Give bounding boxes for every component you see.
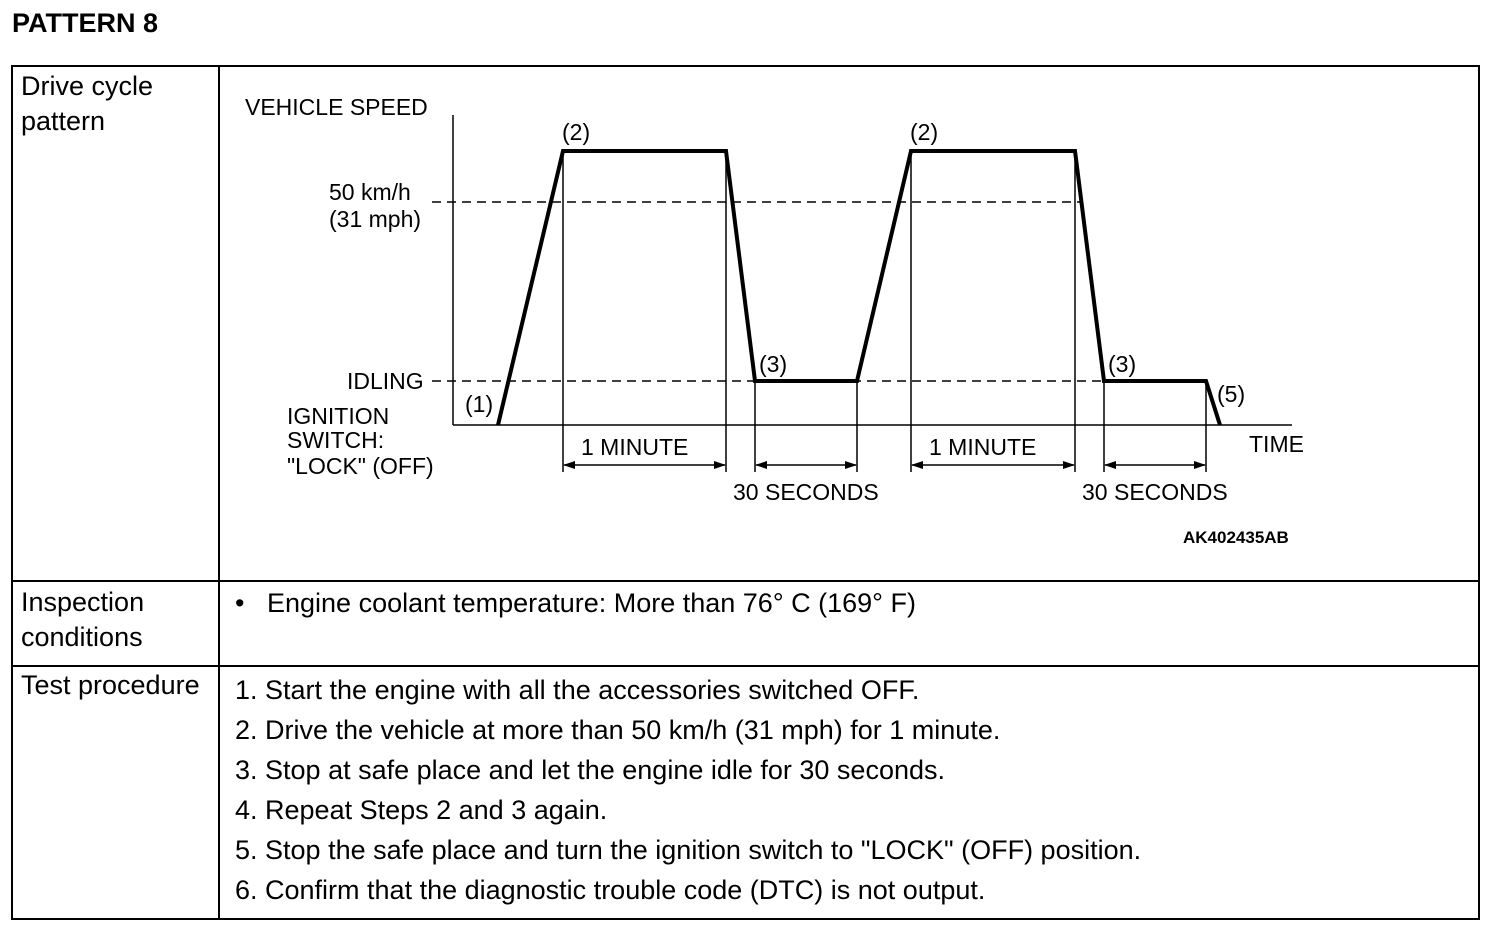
- column-divider: [218, 67, 220, 918]
- row-divider: [13, 665, 1478, 667]
- y-axis-label: VEHICLE SPEED: [245, 94, 428, 120]
- row-divider: [13, 580, 1478, 582]
- procedure-step: 2. Drive the vehicle at more than 50 km/…: [235, 715, 1001, 745]
- one-minute-label: 1 MINUTE: [929, 434, 1036, 460]
- procedure-list: 1. Start the engine with all the accesso…: [235, 670, 1141, 910]
- point-3-label: (3): [759, 351, 787, 377]
- point-2-label: (2): [562, 119, 590, 145]
- procedure-step: 4. Repeat Steps 2 and 3 again.: [235, 795, 608, 825]
- ignition-label: SWITCH:: [287, 427, 384, 453]
- procedure-step: 5. Stop the safe place and turn the igni…: [235, 835, 1142, 865]
- point-5-label: (5): [1217, 381, 1245, 407]
- point-3-label: (3): [1108, 351, 1136, 377]
- speed-profile-line: [496, 149, 1222, 426]
- point-2-label: (2): [910, 119, 938, 145]
- time-guides: [562, 151, 1207, 472]
- thirty-seconds-label: 30 SECONDS: [733, 479, 879, 505]
- ignition-label: IGNITION: [287, 403, 389, 429]
- x-axis-label: TIME: [1249, 431, 1304, 457]
- bullet-icon: •: [235, 588, 245, 618]
- thirty-seconds-label: 30 SECONDS: [1082, 479, 1228, 505]
- inspection-text: Engine coolant temperature: More than 76…: [267, 588, 916, 618]
- inspection-conditions: • Engine coolant temperature: More than 7…: [235, 583, 916, 623]
- point-1-label: (1): [465, 391, 493, 417]
- figure-code: AK402435AB: [1183, 528, 1289, 547]
- test-label: Test procedure: [21, 670, 200, 700]
- ignition-label: "LOCK" (OFF): [287, 453, 434, 479]
- inspection-label: Inspection conditions: [21, 587, 145, 652]
- speed-label: 50 km/h: [329, 179, 411, 205]
- procedure-step: 6. Confirm that the diagnostic trouble c…: [235, 875, 986, 905]
- procedure-step: 3. Stop at safe place and let the engine…: [235, 755, 945, 785]
- page-title: PATTERN 8: [12, 8, 159, 38]
- procedure-step: 1. Start the engine with all the accesso…: [235, 675, 920, 705]
- drive-cycle-table: Drive cycle pattern Inspection condition…: [11, 65, 1480, 920]
- speed-label-mph: (31 mph): [329, 206, 421, 232]
- idling-label: IDLING: [347, 368, 424, 394]
- drive-cycle-label: Drive cycle pattern: [21, 71, 154, 136]
- one-minute-label: 1 MINUTE: [581, 434, 688, 460]
